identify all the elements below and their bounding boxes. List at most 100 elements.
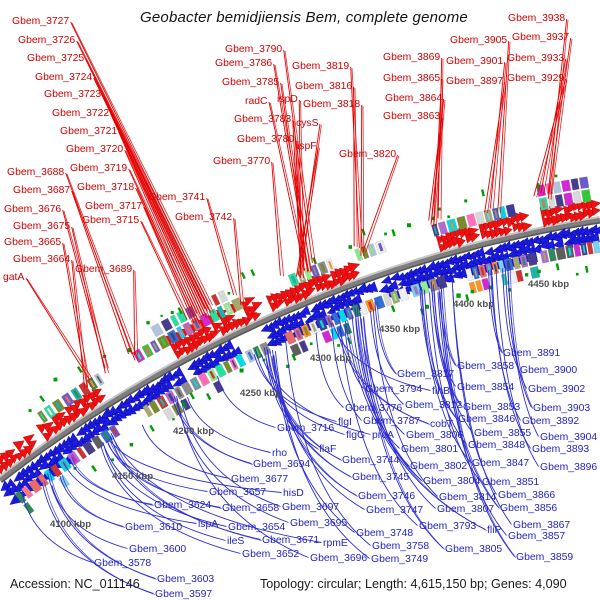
kbp-position-label: 4250 kbp (240, 388, 281, 399)
gene-label-red: ispD (277, 94, 298, 105)
leader-line-blue (372, 309, 438, 497)
gene-label-blue: Gbem_3787 (363, 416, 420, 427)
marker-dash (189, 392, 195, 400)
accession-text: Accession: NC_011146 (10, 577, 140, 591)
gene-label-red: Gbem_3688 (7, 167, 64, 178)
gene-label-blue: Gbem_3848 (468, 440, 525, 451)
gene-label-red: Gbem_3727 (12, 16, 69, 27)
feature-tile (290, 275, 297, 285)
gene-label-red: Gbem_3723 (44, 89, 101, 100)
leader-line-red (233, 217, 242, 306)
marker-dash (149, 424, 155, 432)
leader-line-blue (362, 317, 445, 550)
page-title: Geobacter bemidjiensis Bem, complete gen… (140, 9, 468, 26)
forward-gene-arrow (251, 302, 263, 311)
forward-gene-arrow (243, 297, 256, 306)
marker-dot (146, 321, 150, 325)
gene-label-red: ispF (297, 141, 317, 152)
leader-line-blue (267, 354, 319, 450)
leader-line-red (119, 132, 205, 316)
feature-tile (570, 177, 580, 191)
gene-label-blue: Gbem_3854 (457, 382, 514, 393)
feature-tile (64, 395, 72, 404)
gene-label-red: Gbem_3722 (52, 108, 109, 119)
reverse-gene-arrow (231, 346, 243, 355)
marker-dash (250, 269, 256, 277)
leader-line-red (543, 59, 568, 195)
leader-line-blue (502, 268, 519, 370)
feature-tile (180, 398, 192, 412)
feature-tile (392, 292, 398, 302)
leader-line-blue (186, 396, 271, 453)
feature-tile (312, 266, 318, 276)
feature-tile (148, 399, 161, 414)
forward-gene-arrow (201, 326, 212, 337)
marker-dot (406, 223, 411, 228)
feature-tile (295, 329, 302, 339)
backbone-arc-line (0, 216, 600, 478)
gene-label-red: Gbem_3725 (27, 53, 84, 64)
reverse-gene-arrow (386, 279, 399, 290)
forward-gene-arrow (224, 314, 236, 324)
leader-line-red (26, 278, 94, 380)
reverse-gene-arrow (173, 366, 185, 377)
gene-label-blue: Gbem_3846 (458, 414, 515, 425)
genome-backbone-arc (0, 216, 600, 483)
leader-line-blue (438, 284, 456, 366)
feature-tile (50, 463, 63, 478)
gene-label-blue: Gbem_3745 (352, 472, 409, 483)
feature-tile (468, 281, 478, 294)
feature-tile (331, 311, 341, 326)
gene-label-blue: Gbem_3657 (209, 487, 266, 498)
leader-line-blue (431, 290, 462, 407)
leader-line-blue (331, 323, 362, 421)
gene-label-blue: hisD (283, 488, 304, 499)
leader-line-red (295, 146, 319, 277)
feature-tile (212, 380, 225, 394)
leader-line-red (500, 41, 511, 214)
feature-tile (358, 301, 368, 315)
leader-line-blue (339, 317, 418, 526)
gene-label-blue: flgI (338, 417, 352, 428)
feature-tile (144, 346, 151, 356)
leader-line-blue (110, 433, 322, 543)
kbp-position-label: 4450 kbp (528, 279, 569, 290)
gene-label-blue: ileS (227, 536, 244, 547)
leader-line-red (25, 277, 90, 381)
feature-tile (46, 407, 54, 416)
leader-line-red (547, 18, 568, 194)
gene-label-red: radC (245, 96, 268, 107)
leader-line-red (71, 259, 86, 388)
gene-label-blue: Gbem_3805 (445, 544, 502, 555)
marker-dot (286, 364, 290, 368)
gene-label-red: Gbem_3818 (303, 99, 360, 110)
reverse-gene-arrow (176, 374, 189, 385)
gene-label-red: Gbem_3770 (213, 156, 270, 167)
feature-tile (560, 179, 572, 193)
marker-dot (456, 293, 461, 298)
marker-dot (309, 342, 313, 346)
leader-line-red (72, 260, 89, 388)
feature-tile (176, 388, 183, 397)
leader-line-blue (315, 332, 344, 408)
reverse-gene-arrow (295, 318, 306, 327)
gene-label-blue: Gbem_3853 (463, 402, 520, 413)
kbp-position-label: 4300 kbp (310, 353, 351, 364)
feature-tile (567, 247, 572, 257)
feature-tile (547, 248, 557, 262)
gene-label-blue: Gbem_3597 (155, 589, 212, 600)
feature-tile (192, 379, 199, 389)
leader-line-blue (61, 474, 125, 528)
leader-line-blue (43, 480, 155, 595)
leader-line-red (207, 198, 238, 296)
gene-label-red: Gbem_3937 (512, 32, 569, 43)
gene-label-red: Gbem_3687 (13, 185, 70, 196)
gene-label-blue: Gbem_3903 (533, 403, 590, 414)
gene-label-blue: proA (372, 430, 394, 441)
leader-line-red (436, 79, 444, 227)
leader-line-red (489, 61, 506, 209)
feature-tile (169, 314, 180, 327)
marker-dash (291, 353, 297, 361)
kbp-position-label: 4400 kbp (453, 299, 494, 310)
leader-line-blue (423, 289, 467, 445)
